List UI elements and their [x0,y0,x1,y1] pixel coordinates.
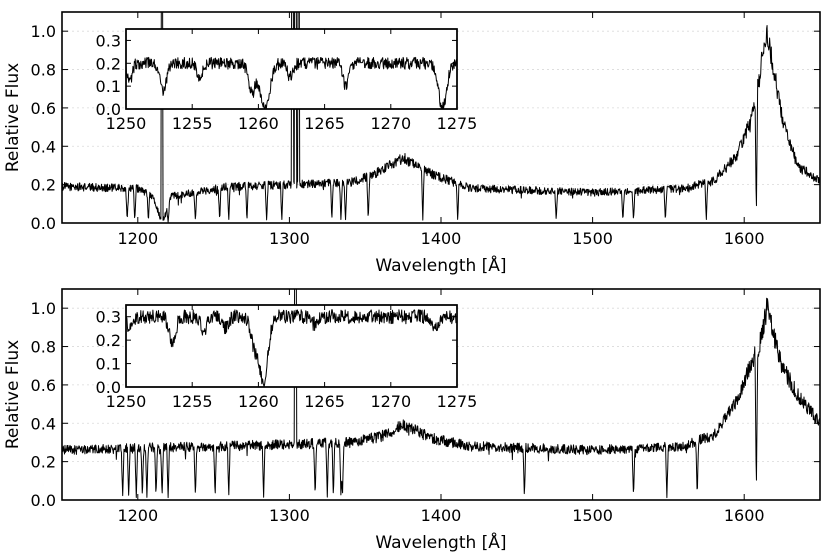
x-tick-label: 1500 [572,229,613,248]
y-axis-label: Relative Flux [3,63,23,172]
x-tick-label: 1300 [269,506,310,525]
inset-y-tick-label: 0.3 [96,308,121,327]
inset-background [125,28,458,110]
y-tick-label: 0.6 [31,376,56,395]
y-tick-label: 0.4 [31,414,56,433]
y-tick-label: 0.4 [31,137,56,156]
inset-x-tick-label: 1270 [370,392,411,411]
inset-x-tick-label: 1270 [370,114,411,133]
inset-x-tick-label: 1260 [238,392,279,411]
x-tick-label: 1400 [421,506,462,525]
y-tick-label: 0.0 [31,214,56,233]
spectrum-panel-bottom: 1200 1300 1400 1500 1600 0.0 0.2 0.4 0.6 0.8 1.0 Wa… [3,288,821,553]
inset-x-tick-label: 1275 [437,392,478,411]
inset-y-tick-label: 0.1 [96,77,121,96]
x-tick-label: 1600 [724,506,765,525]
y-axis-label: Relative Flux [3,340,23,449]
inset-spectrum-line [126,56,457,109]
inset-x-tick-label: 1250 [106,392,147,411]
inset-y-tick-label: 0.2 [96,54,121,73]
x-tick-label: 1300 [269,229,310,248]
inset-x-tick-label: 1275 [437,114,478,133]
y-tick-label: 1.0 [31,299,56,318]
y-tick-label: 0.2 [31,453,56,472]
inset-plot: 1250 1255 1260 1265 1270 1275 0.0 0.1 0.2 0.3 [96,304,478,411]
x-axis-label: Wavelength [Å] [375,531,506,553]
inset-x-tick-label: 1265 [304,392,345,411]
inset-y-tick-label: 0.0 [96,378,121,397]
inset-x-tick-label: 1250 [106,114,147,133]
inset-frame [125,304,458,388]
y-tick-label: 0.8 [31,61,56,80]
y-tick-label: 0.8 [31,338,56,357]
inset-x-tick-label: 1265 [304,114,345,133]
inset-y-tick-label: 0.1 [96,355,121,374]
inset-y-tick-label: 0.3 [96,31,121,50]
inset-y-tick-label: 0.0 [96,100,121,119]
spectrum-panel-top: 1200 1300 1400 1500 1600 0.0 0.2 0.4 0.6 0.8 1.0 Wa… [3,11,821,276]
spectrum-line [62,12,820,223]
x-tick-label: 1400 [421,229,462,248]
inset-spectrum-line [126,309,457,387]
y-tick-label: 0.6 [31,99,56,118]
inset-x-tick-label: 1255 [172,392,213,411]
inset-x-tick-label: 1255 [172,114,213,133]
inset-frame [125,28,458,110]
y-tick-label: 0.2 [31,176,56,195]
x-tick-label: 1500 [572,506,613,525]
inset-x-tick-label: 1260 [238,114,279,133]
inset-plot: 1250 1255 1260 1265 1270 1275 0.0 0.1 0.2 0.3 [96,28,478,133]
x-axis-label: Wavelength [Å] [375,254,506,276]
y-tick-label: 1.0 [31,22,56,41]
spectrum-line [62,289,820,499]
x-tick-label: 1200 [117,506,158,525]
x-tick-label: 1600 [724,229,765,248]
y-tick-label: 0.0 [31,491,56,510]
inset-y-tick-label: 0.2 [96,331,121,350]
x-tick-label: 1200 [117,229,158,248]
